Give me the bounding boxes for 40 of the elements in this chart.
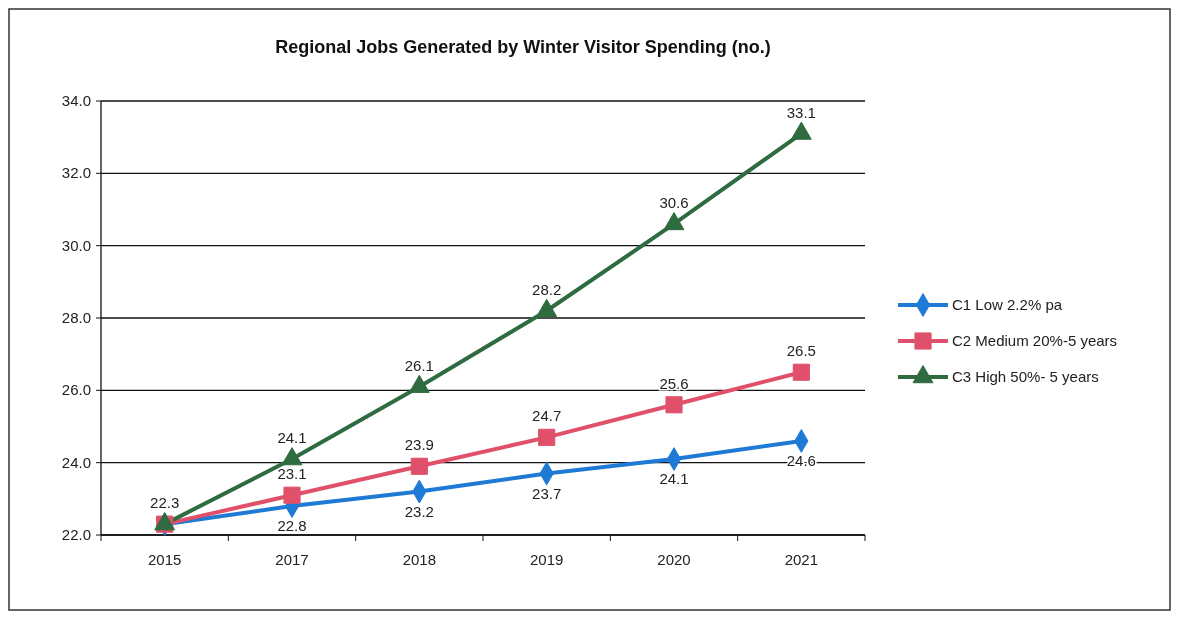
legend-label: C3 High 50%- 5 years	[952, 368, 1099, 385]
point	[283, 486, 301, 504]
data-label: 22.8	[277, 517, 307, 535]
x-tick-label: 2017	[275, 551, 309, 568]
point	[536, 298, 558, 317]
data-label: 23.1	[277, 465, 307, 483]
point	[792, 363, 810, 381]
y-tick-label: 26.0	[61, 381, 91, 399]
data-label: 33.1	[786, 103, 816, 121]
point	[663, 212, 685, 231]
y-tick-label: 28.0	[61, 309, 91, 326]
data-label: 26.1	[404, 356, 434, 374]
data-label: 23.7	[532, 484, 562, 502]
chart-title: Regional Jobs Generated by Winter Visitor Spending (no.)	[275, 37, 771, 57]
x-tick-label: 2019	[529, 551, 564, 568]
x-tick-label: 2020	[657, 551, 691, 568]
data-label: 24.1	[277, 429, 307, 447]
data-label: 26.5	[786, 342, 816, 360]
data-label: 25.6	[659, 374, 689, 392]
point	[790, 121, 812, 140]
point	[665, 396, 683, 414]
x-tick-label: 2021	[784, 551, 819, 568]
y-tick-label: 32.0	[61, 164, 91, 182]
point	[410, 457, 428, 475]
y-tick-label: 22.0	[61, 526, 91, 543]
y-tick-label: 24.0	[61, 453, 91, 471]
legend-label: C2 Medium 20%-5 years	[952, 332, 1118, 349]
data-label: 23.2	[404, 502, 434, 520]
data-label: 24.7	[532, 407, 562, 425]
y-tick-label: 34.0	[61, 92, 91, 109]
data-label: 24.1	[659, 470, 689, 488]
legend-label: C1 Low 2.2% pa	[952, 296, 1063, 313]
x-tick-label: 2018	[402, 551, 437, 568]
data-label: 30.6	[659, 193, 689, 211]
data-label: 28.2	[532, 280, 562, 298]
y-tick-label: 30.0	[61, 236, 91, 254]
point	[538, 428, 556, 446]
data-label: 23.9	[404, 436, 434, 454]
data-label: 22.3	[150, 494, 180, 512]
x-tick-label: 2015	[147, 551, 182, 568]
